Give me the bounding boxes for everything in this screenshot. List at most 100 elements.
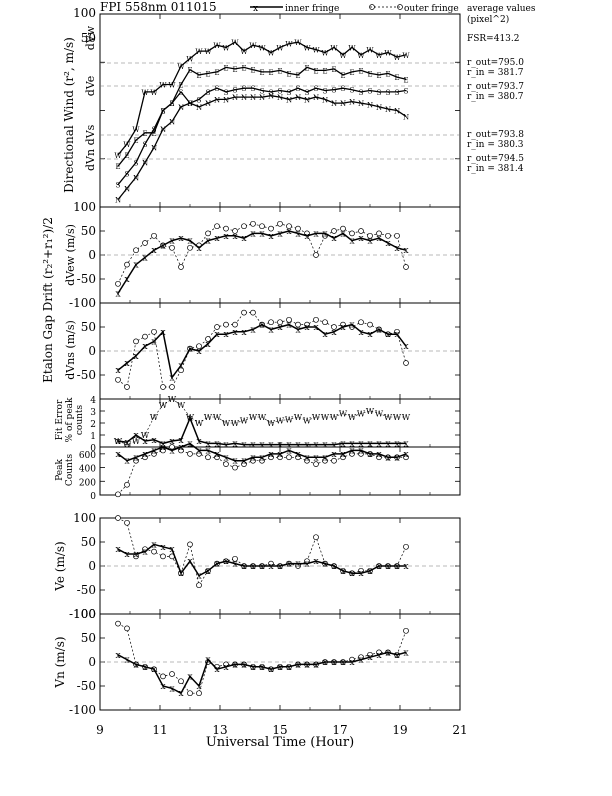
vn-ylabel: Vn (m/s) [53,636,67,688]
xlabel: Universal Time (Hour) [206,735,354,750]
outer-fringe-point-1 [241,223,247,230]
inner-fringe-point-6: x [169,684,174,694]
inner-fringe-point-1: x [232,232,237,242]
y-tick-label-5: 50 [81,535,96,549]
wind-S-point: S [305,89,310,97]
fit-error-W-point: W [150,413,159,422]
outer-fringe-point-1 [268,225,274,232]
inner-fringe-point-5: x [358,569,363,579]
outer-fringe-point-5 [160,553,166,560]
y-tick-label-4: 200 [79,478,96,488]
wind-E-point: E [286,70,291,78]
fit-error-ylabel-2: % of peak [65,397,75,442]
wind-N-point: N [178,104,184,112]
wind-S-point: S [152,126,157,134]
wind-E-point: E [331,66,336,74]
peak-outer-point-4 [259,457,265,464]
wind-N-point: N [322,96,328,104]
peak-outer-point-4 [223,461,229,467]
inner-fringe-point-6: x [295,660,300,670]
wind-E-point: E [349,69,354,77]
wind-E-point: E [367,70,372,78]
wind-S-point: S [359,89,364,97]
inner-fringe-point-2: x [286,321,291,331]
wind-W-point: W [159,82,167,90]
chart-title: FPI 558nm 011015 [100,0,217,14]
inner-fringe-point-1: x [403,246,408,256]
y-tick-label-1: 0 [88,248,96,262]
row-label-dvs: dVs [84,124,97,145]
wind-N-point: N [313,94,319,102]
inner-fringe-point-6: x [313,660,318,670]
legend-inner-label: inner fringe [285,4,339,14]
y-tick-label-2: 0 [88,344,96,358]
wind-S-point: S [197,96,202,104]
inner-fringe-point-6: x [133,660,138,670]
inner-fringe-point-5: x [133,550,138,560]
fit-error-W-point: W [402,413,411,422]
inner-fringe-point-1: x [151,246,156,256]
inner-fringe-point-2: x [151,337,156,347]
wind-E-point: E [115,163,120,171]
inner-fringe-point-6: x [259,663,264,673]
wind-W-point: W [132,126,140,134]
fit-error-inner-point-3: x [178,436,183,446]
fit-error-W-point: W [249,413,258,422]
inner-fringe-point-2: x [115,366,120,376]
inner-fringe-point-1: x [124,275,129,285]
peak-inner-point-4: x [304,453,309,463]
outer-fringe-point-1 [403,264,409,270]
outer-fringe-point-5 [232,555,238,562]
outer-fringe-point-1 [151,232,157,239]
outer-fringe-point-5 [313,534,319,541]
inner-fringe-point-2: x [160,328,165,338]
inner-fringe-point-1: x [187,237,192,247]
wind-S-point: S [143,141,148,149]
outer-fringe-point-1 [124,261,130,268]
inner-fringe-point-2: x [133,352,138,362]
wind-N-point: N [403,113,409,121]
legend-outer-marker-2 [397,4,403,10]
wind-N-point: N [295,94,301,102]
fit-error-W-line [117,398,406,445]
inner-fringe-point-1: x [196,244,201,254]
wind-S-point: S [377,89,382,97]
fit-error-W-point: W [159,401,168,410]
wind-E-point: E [169,100,174,108]
outer-fringe-point-2 [151,328,157,335]
inner-fringe-point-5: x [160,543,165,553]
peak-outer-point-4 [322,457,328,464]
outer-fringe-point-1 [169,244,175,251]
wind-E-point: E [403,76,408,84]
wind-W-point: W [177,63,185,71]
inner-fringe-point-6: x [196,682,201,692]
outer-fringe-point-1 [133,247,139,254]
row-label-dvw: dVw [84,25,97,50]
wind-W-point: W [303,44,311,52]
outer-fringe-point-2 [178,367,184,374]
row-label-dvn: dVn [84,149,97,171]
e-rout: r_out=793.7 [467,82,524,92]
x-tick-label: 21 [452,723,467,737]
inner-fringe-point-1: x [268,232,273,242]
fit-error-inner-point-3: x [286,441,291,451]
y-tick-label-5: 100 [73,511,96,525]
inner-fringe-point-5: x [403,562,408,572]
wind-N-point: N [115,197,121,205]
fit-error-inner-point-3: x [250,441,255,451]
average-values-label: average values [467,4,536,14]
peak-inner-point-4: x [151,446,156,456]
outer-fringe-point-6 [160,673,166,680]
outer-fringe-point-2 [313,316,319,323]
wind-S-point: S [395,89,400,97]
fit-error-inner-point-3: x [385,439,390,449]
inner-fringe-point-5: x [187,557,192,567]
outer-fringe-point-5 [196,582,202,589]
inner-fringe-point-6: x [277,663,282,673]
fit-error-inner-point-3: x [358,439,363,449]
y-tick-label-3: 0 [90,444,96,454]
inner-fringe-point-2: x [187,345,192,355]
peak-outer-point-4 [331,457,337,464]
wind-W-point: W [249,42,257,50]
peak-inner-point-4: x [313,453,318,463]
